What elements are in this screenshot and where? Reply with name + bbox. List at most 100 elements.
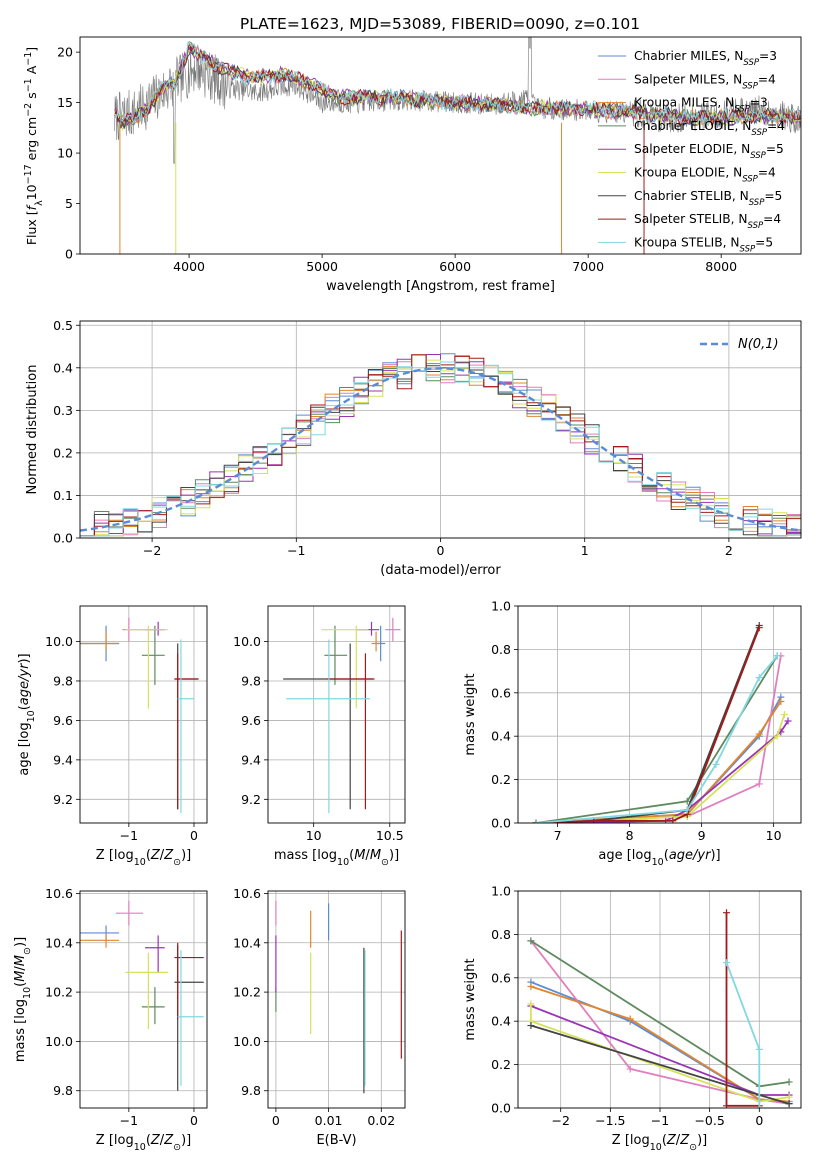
x-axis-label: E(B-V) (316, 1133, 356, 1148)
y-tick-label: 10.6 (45, 886, 73, 901)
x-tick-label: 0.02 (367, 1113, 395, 1128)
label-part: ⊙ (689, 1142, 697, 1153)
y-axis-label: age [log10(age/yr)] (17, 653, 37, 775)
label-part: ( (13, 982, 28, 987)
label-part: erg cm (24, 117, 39, 165)
legend-model: Kroupa STELIB, N (634, 235, 740, 249)
legend-model: Kroupa MILES, N (634, 96, 734, 110)
y-tick-label: 9.2 (53, 792, 73, 807)
x-tick-label: −1 (651, 1113, 669, 1128)
series-marker (780, 711, 788, 718)
errorbar-kroupa-stelib (177, 639, 194, 814)
y-tick-label: 10.0 (233, 1034, 261, 1049)
x-tick-label: 7000 (572, 259, 604, 274)
legend-nssp-sub: SSP (747, 221, 763, 231)
series-chabrier-stelib (532, 622, 763, 823)
panel-mass-weight-vs-z: −2 −1.5 −1 −0.5 0 0.0 0.2 0.4 0.6 0.8 1.0 Z [log10(… (463, 884, 802, 1153)
label-part: 10 (24, 184, 39, 200)
x-tick-label: 0 (272, 1113, 280, 1128)
model-spectrum-kroupa-stelib (114, 41, 801, 126)
label-part: −1 (23, 52, 34, 66)
y-tick-label: 0.0 (491, 816, 511, 831)
x-tick-label: 0 (755, 1113, 763, 1128)
panel-mass-vs-z: −1 09.810.010.210.410.6Z [log10(Z/Z⊙)]mas… (13, 886, 208, 1153)
x-tick-label: 2 (725, 543, 733, 558)
series-line (535, 655, 782, 823)
label-part: Z (679, 1133, 690, 1148)
label-part: )] (710, 848, 720, 863)
x-tick-label: −1 (120, 1113, 138, 1128)
y-tick-label: 0.4 (491, 729, 511, 744)
y-tick-label: 9.6 (241, 713, 261, 728)
series-salpeter-stelib (723, 909, 763, 1108)
label-part: Z [log (96, 848, 134, 863)
legend-nssp: =5 (755, 235, 773, 249)
label-part: M (13, 955, 28, 966)
label-part: Z (163, 1133, 174, 1148)
y-tick-label: 9.4 (53, 752, 73, 767)
x-tick-label: 10 (766, 828, 782, 843)
y-tick-label: 9.8 (53, 1083, 73, 1098)
legend-label-kroupa-miles: Kroupa MILES, NSSP=3 (634, 96, 768, 115)
legend-nssp: =3 (759, 49, 777, 63)
label-part: Z [log (96, 1133, 134, 1148)
y-tick-label: 10.2 (233, 985, 261, 1000)
grid (268, 891, 405, 1108)
label-part: Normed distribution (25, 365, 40, 495)
grid (268, 606, 405, 823)
y-tick-label: 0.6 (491, 685, 511, 700)
errorbar-salpeter-stelib (174, 653, 199, 810)
y-tick-label: 0.2 (491, 1057, 511, 1072)
axes-frame (267, 605, 406, 824)
label-part: M (354, 848, 365, 863)
series-salpeter-stelib (532, 624, 763, 823)
label-part: 10 (650, 1142, 662, 1153)
legend-nssp: =4 (767, 119, 785, 133)
label-part: )] (181, 848, 191, 863)
series-marker (755, 1045, 763, 1053)
series-marker (755, 780, 763, 788)
y-tick-label: 10 (57, 146, 73, 161)
legend-label-chabrier-miles: Chabrier MILES, NSSP=3 (634, 49, 777, 68)
y-tick-label: 9.8 (241, 1083, 261, 1098)
residual-histogram-chabrier-elodie (80, 354, 801, 537)
legend-nssp: =5 (766, 142, 784, 156)
series-marker (626, 1065, 634, 1073)
x-tick-label: 10.5 (376, 828, 404, 843)
legend-label-normal: N(0,1) (738, 337, 779, 352)
x-tick-label: 4000 (173, 259, 205, 274)
legend-nssp-sub: SSP (750, 151, 766, 161)
label-part: s (24, 92, 39, 103)
plot-area (80, 617, 199, 814)
label-part: age/yr (669, 848, 712, 863)
panel-residuals: −2 −1 0 1 2 0.0 0.1 0.2 0.3 0.4 0.5 N(0,1) (data-mod… (25, 318, 802, 578)
y-tick-label: 0.2 (53, 445, 73, 460)
label-part: ( (146, 1133, 151, 1148)
series-marker (626, 1015, 634, 1023)
series-kroupa-stelib (723, 959, 763, 1108)
x-tick-label: −1.5 (595, 1113, 625, 1128)
errorbar-salpeter-stelib (327, 653, 375, 810)
x-tick-label: 0.01 (315, 1113, 343, 1128)
series-line (535, 696, 782, 823)
legend-model: Chabrier ELODIE, N (634, 119, 751, 133)
errorbar-kroupa-miles (80, 932, 120, 948)
axes-frame (517, 605, 802, 824)
legend-label-chabrier-stelib: Chabrier STELIB, NSSP=5 (634, 189, 782, 208)
panel-age-vs-z: −1 09.29.49.69.810.0Z [log10(Z/Z⊙)]age [l… (17, 605, 208, 868)
label-part: wavelength [Angstrom, rest frame] (326, 279, 555, 294)
errorbar-salpeter-stelib (174, 942, 204, 1020)
errorbar-chabrier-elodie (141, 625, 165, 685)
y-tick-label: 0.4 (491, 1014, 511, 1029)
label-part: )] (697, 1133, 707, 1148)
legend-label-chabrier-elodie: Chabrier ELODIE, NSSP=4 (634, 119, 785, 138)
series-marker (773, 652, 781, 660)
label-part: ( (349, 848, 354, 863)
label-part: ⊙ (22, 947, 33, 955)
x-tick-label: 9 (698, 828, 706, 843)
series-marker (723, 909, 731, 917)
series-line (535, 655, 778, 823)
errorbar-kroupa-miles (80, 631, 120, 652)
